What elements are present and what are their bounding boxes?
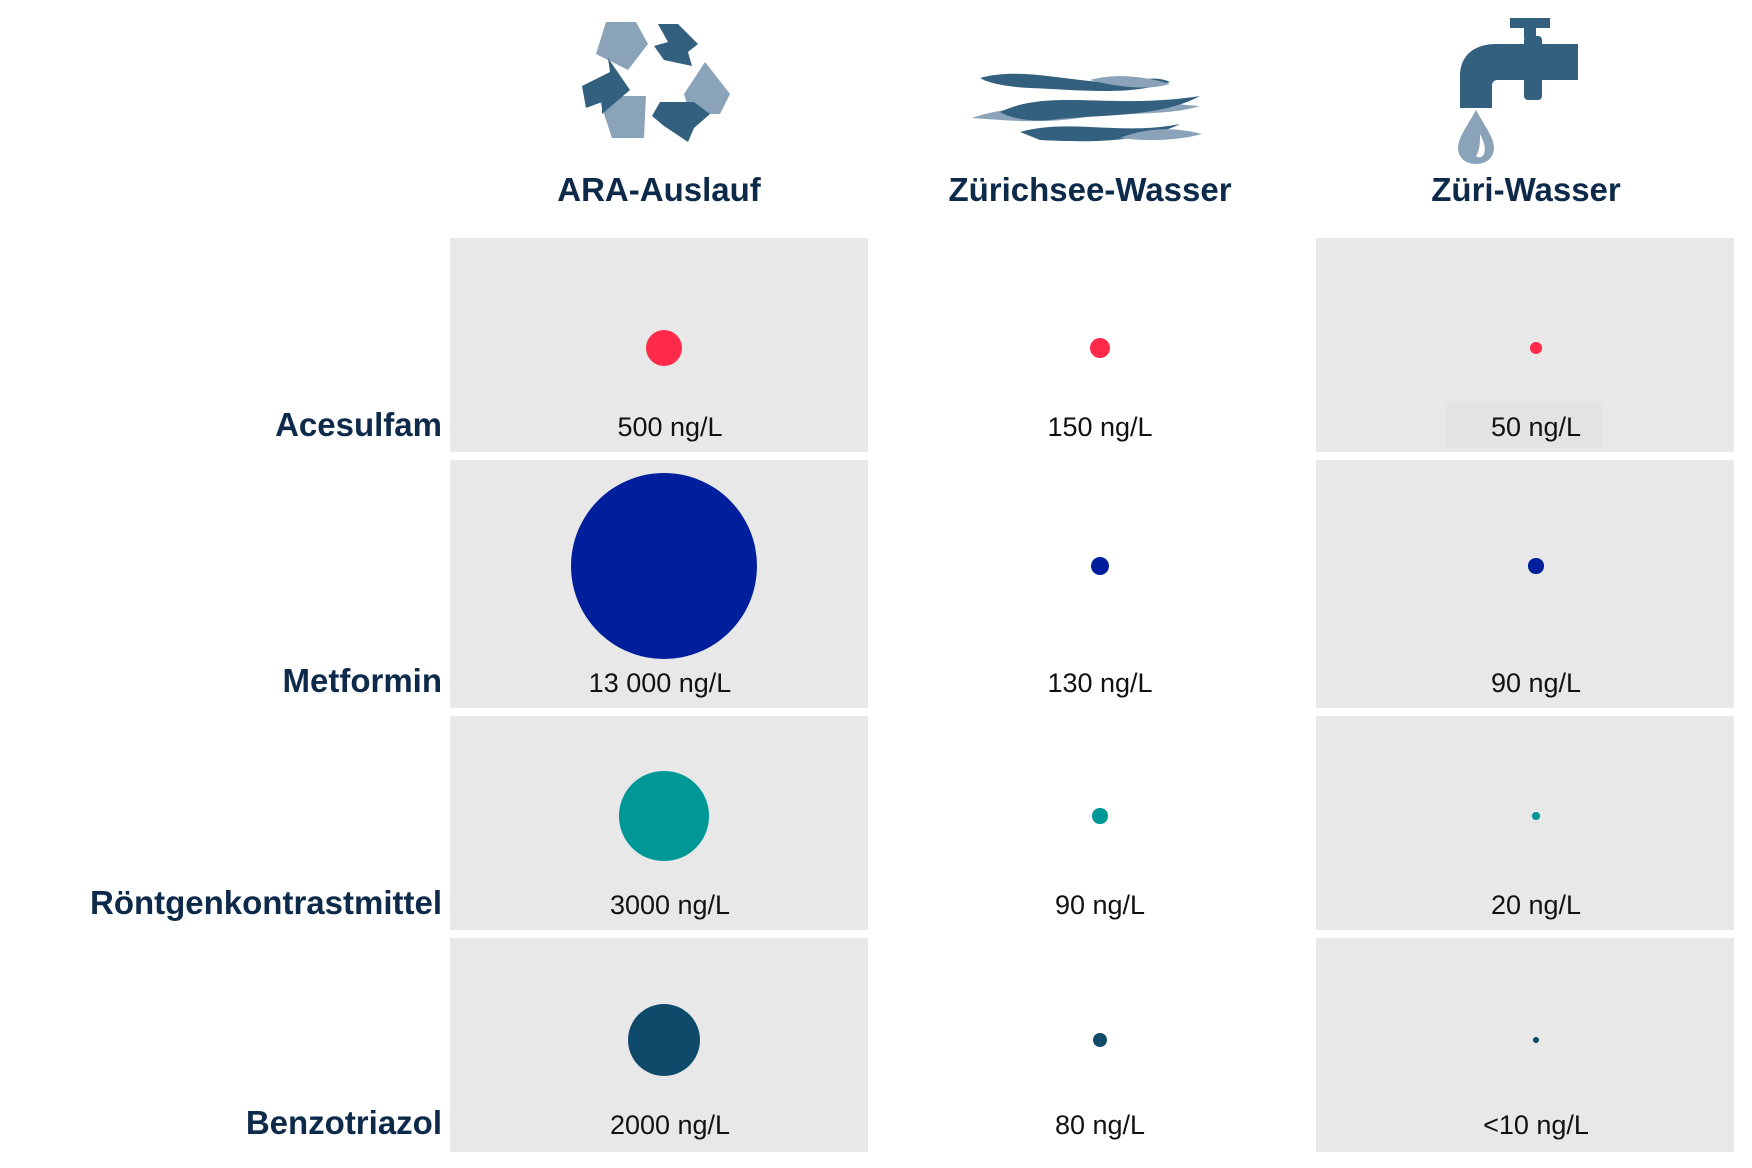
bubble-acesulfam-ara — [645, 329, 683, 367]
bubble-metformin-ara — [571, 473, 757, 659]
bubble-benzotriazol-zuri — [1533, 1037, 1539, 1043]
column-header-zuri-wasser: Züri-Wasser — [1431, 171, 1621, 208]
row-label-benzotriazol: Benzotriazol — [245, 1104, 442, 1141]
bubble-benzotriazol-ara — [627, 1003, 701, 1077]
value-label-acesulfam-zuri: 50 ng/L — [1490, 412, 1582, 442]
water-tap-icon — [1458, 18, 1578, 164]
bubble-rontgen-zurichsee — [1092, 808, 1108, 824]
row-label-rontgenkontrastmittel: Röntgenkontrastmittel — [89, 884, 442, 921]
cell-bg-zuri-rontgen — [1316, 716, 1734, 930]
value-label-acesulfam-ara: 500 ng/L — [617, 412, 723, 442]
cell-bg-zuri-benzotriazol — [1316, 938, 1734, 1152]
value-label-benzotriazol-zuri: <10 ng/L — [1483, 1110, 1589, 1140]
value-label-metformin-zuri: 90 ng/L — [1490, 668, 1582, 698]
row-label-metformin: Metformin — [282, 662, 443, 699]
bubble-metformin-zurichsee — [1090, 556, 1110, 576]
value-label-benzotriazol-zurichsee: 80 ng/L — [1054, 1110, 1146, 1140]
row-label-acesulfam: Acesulfam — [275, 406, 442, 443]
waves-icon — [972, 73, 1202, 142]
value-label-metformin-zurichsee: 130 ng/L — [1047, 668, 1153, 698]
bubble-acesulfam-zurichsee — [1090, 338, 1110, 358]
cell-bg-zuri-metformin — [1316, 460, 1734, 708]
value-label-benzotriazol-ara: 2000 ng/L — [609, 1110, 731, 1140]
column-header-ara-auslauf: ARA-Auslauf — [557, 171, 761, 208]
value-highlight — [1446, 402, 1602, 448]
value-label-rontgen-zurichsee: 90 ng/L — [1054, 890, 1146, 920]
bubble-acesulfam-zuri — [1530, 342, 1542, 354]
bubble-rontgen-ara — [619, 771, 709, 861]
bubble-benzotriazol-zurichsee — [1092, 1032, 1108, 1048]
value-label-acesulfam-zurichsee: 150 ng/L — [1047, 412, 1153, 442]
column-header-zurichsee-wasser: Zürichsee-Wasser — [948, 171, 1232, 208]
recycle-icon — [582, 22, 730, 142]
value-label-rontgen-ara: 3000 ng/L — [609, 890, 731, 920]
bubble-metformin-zuri — [1528, 558, 1544, 574]
bubble-rontgen-zuri — [1532, 812, 1540, 820]
value-label-rontgen-zuri: 20 ng/L — [1490, 890, 1582, 920]
value-label-metformin-ara: 13 000 ng/L — [588, 668, 732, 698]
